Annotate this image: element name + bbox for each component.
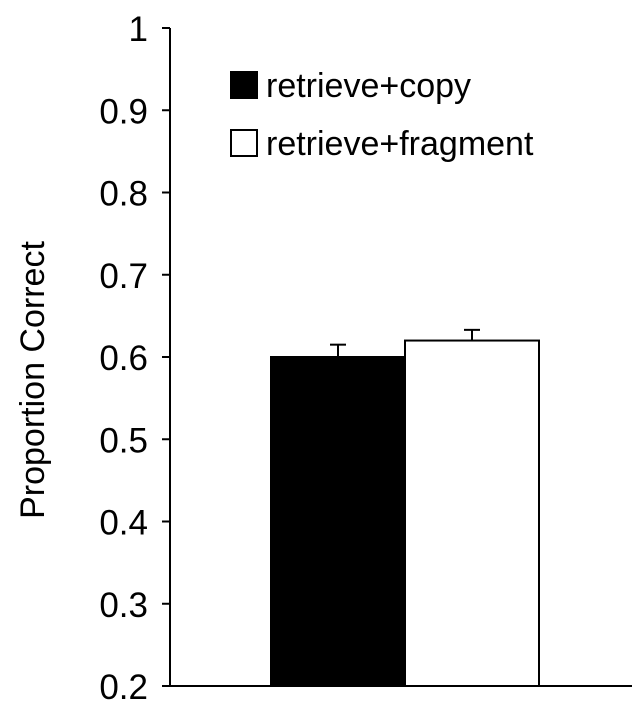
legend-label-1: retrieve+fragment [266, 125, 534, 163]
bar-retrieve-fragment [405, 341, 539, 686]
legend-swatch-1 [231, 130, 257, 156]
y-tick-label-8: 1 [129, 10, 148, 49]
y-tick-label-3: 0.5 [99, 421, 148, 460]
legend: retrieve+copy retrieve+fragment [231, 67, 534, 163]
y-tick-label-6: 0.8 [99, 175, 148, 214]
y-tick-label-1: 0.3 [99, 586, 148, 625]
legend-swatch-0 [231, 72, 257, 98]
y-tick-label-0: 0.2 [99, 668, 148, 702]
legend-label-0: retrieve+copy [266, 67, 471, 105]
y-axis-ticks: 0.2 0.3 0.4 0.5 0.6 0.7 0.8 0.9 1 [99, 10, 170, 702]
y-tick-label-4: 0.6 [99, 339, 148, 378]
y-tick-label-5: 0.7 [99, 257, 148, 296]
bars [271, 330, 539, 686]
y-axis-label: Proportion Correct [14, 241, 52, 519]
y-tick-label-2: 0.4 [99, 504, 148, 543]
y-tick-label-7: 0.9 [99, 92, 148, 131]
bar-retrieve-copy [271, 357, 405, 686]
